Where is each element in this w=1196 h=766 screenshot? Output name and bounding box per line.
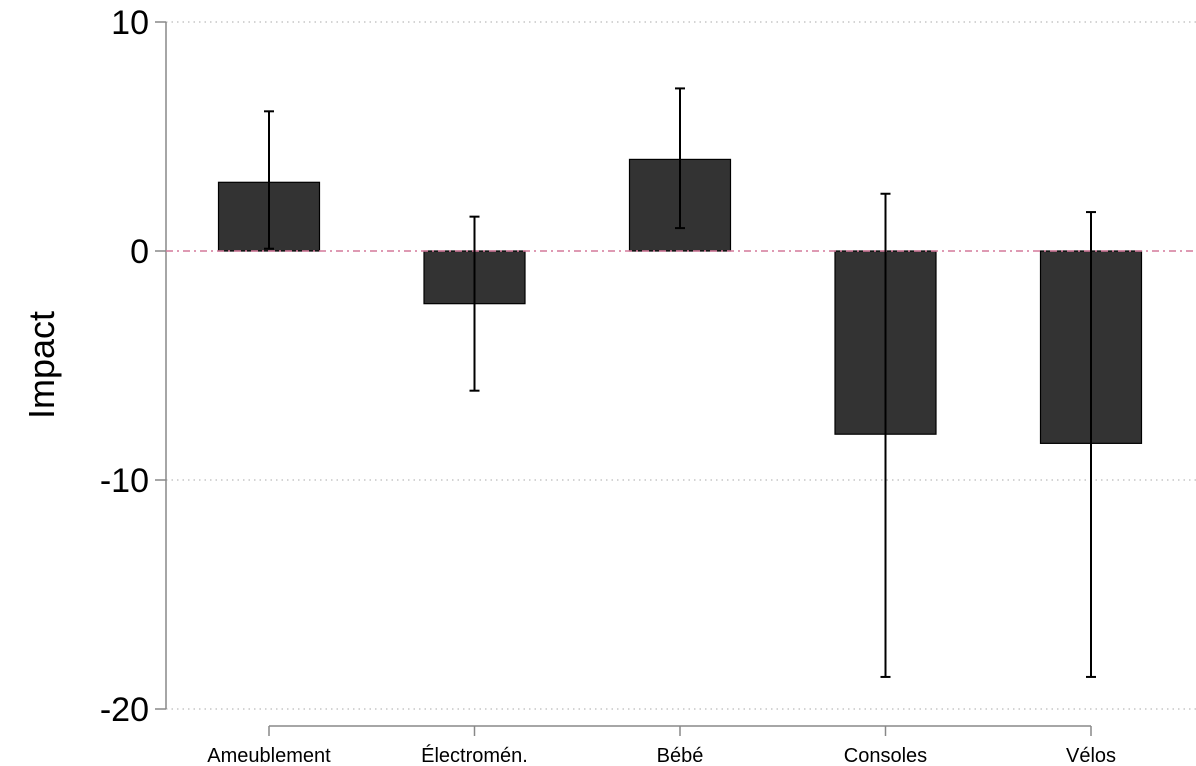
x-tick-label: Vélos: [1066, 745, 1116, 766]
x-tick-label: Bébé: [657, 745, 704, 766]
error-bars: [264, 87, 1096, 678]
y-tick-label: -20: [100, 691, 149, 729]
x-tick-label: Consoles: [844, 745, 927, 766]
y-tick-label: 10: [111, 4, 149, 42]
y-axis-title: Impact: [21, 311, 62, 419]
y-tick-label: 0: [130, 233, 149, 271]
gridlines: [166, 21, 1196, 710]
axes: [155, 21, 1092, 736]
x-tick-label: Électromén.: [421, 744, 528, 766]
y-tick-label: -10: [100, 462, 149, 500]
x-tick-label: Ameublement: [207, 745, 331, 766]
tick-labels: 10 0 -10 -20 Ameublement Électromén. Bébé Conso…: [100, 4, 1116, 766]
